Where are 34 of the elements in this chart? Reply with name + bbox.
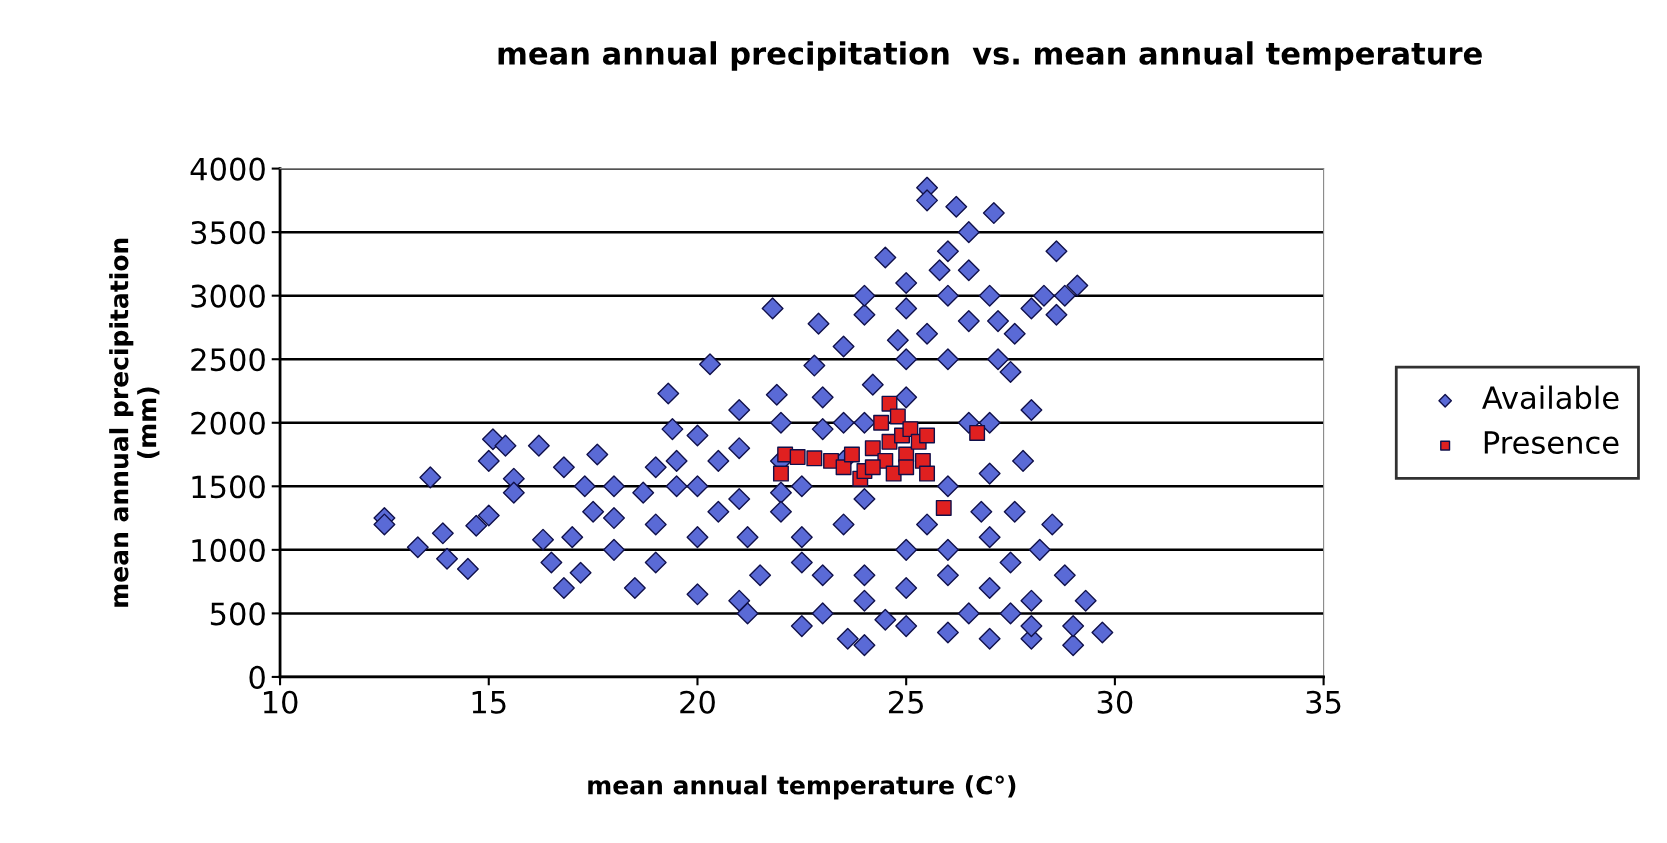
point (806, 450, 823, 467)
y-tick-label: 500 (210, 602, 265, 626)
legend-label: Available (1482, 385, 1619, 410)
point (898, 459, 915, 476)
point (843, 446, 860, 463)
y-tick-label: 1000 (192, 538, 265, 562)
y-tick-label: 3000 (191, 284, 265, 308)
y-tick-label: 2000 (191, 411, 265, 435)
y-tick-label: 4000 (190, 157, 265, 181)
point (919, 465, 936, 482)
x-tick-label: 20 (680, 690, 715, 714)
chart-title: mean annual precipitation vs. mean annual temperature (498, 41, 1482, 71)
x-tick-label: 30 (1097, 690, 1133, 714)
point (889, 408, 906, 425)
point (969, 424, 986, 441)
point (902, 421, 919, 438)
y-tick-label: 1500 (192, 475, 265, 499)
x-axis-title: mean annual temperature (C°) (588, 775, 1016, 800)
x-tick-label: 25 (888, 690, 923, 714)
y-tick-label: 3500 (191, 221, 265, 245)
point (864, 440, 881, 457)
legend-label: Presence (1484, 431, 1619, 455)
point (919, 427, 936, 444)
x-tick-label: 15 (472, 691, 506, 714)
point (772, 465, 789, 482)
x-tick-label: 10 (263, 690, 298, 714)
point (935, 499, 952, 516)
y-axis-title: mean annual precipitation (mm) (109, 238, 160, 607)
point (789, 449, 806, 466)
x-tick-label: 35 (1306, 690, 1341, 714)
y-tick-label: 0 (249, 665, 265, 689)
point (873, 414, 890, 431)
y-tick-label: 2500 (191, 348, 265, 372)
point (864, 459, 881, 476)
